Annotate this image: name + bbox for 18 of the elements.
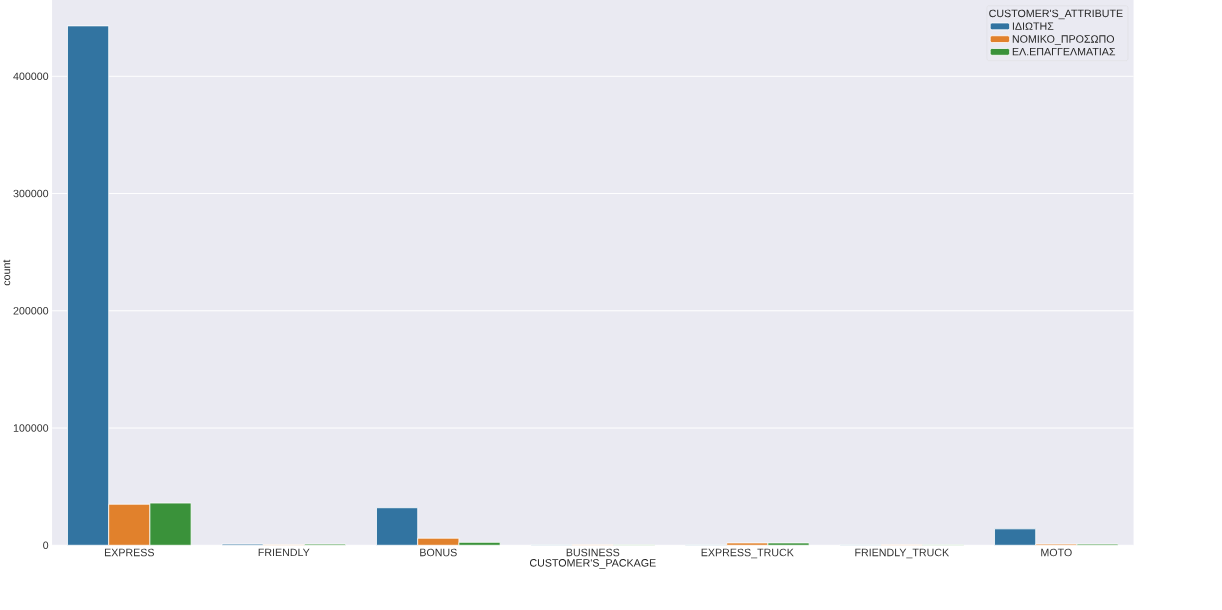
x-tick-label: BUSINESS	[566, 548, 620, 557]
x-tick-label: FRIENDLY_TRUCK	[855, 548, 950, 559]
y-tick-label: 300000	[13, 189, 49, 198]
legend-title: CUSTOMER'S_ATTRIBUTE	[989, 9, 1123, 20]
x-tick-label: BONUS	[420, 548, 457, 557]
legend-label: ΙΔΙΩΤΗΣ	[1012, 22, 1054, 30]
legend-label: ΕΛ.ΕΠΑΓΓΕΛΜΑΤΙΑΣ	[1012, 48, 1116, 56]
y-axis-title: count	[3, 259, 11, 286]
y-tick-label: 200000	[13, 307, 49, 315]
legend-label: ΝΟΜΙΚΟ_ΠΡΟΣΩΠΟ	[1012, 35, 1115, 45]
y-tick-label: 400000	[13, 72, 49, 81]
y-tick-label: 0	[43, 541, 49, 550]
x-tick-label: FRIENDLY	[258, 548, 310, 557]
x-tick-label: MOTO	[1041, 548, 1072, 557]
x-tick-label: EXPRESS	[104, 548, 155, 557]
y-tick-label: 100000	[13, 424, 49, 432]
x-tick-label: EXPRESS_TRUCK	[701, 548, 794, 559]
x-axis-title: CUSTOMER'S_PACKAGE	[529, 559, 656, 569]
